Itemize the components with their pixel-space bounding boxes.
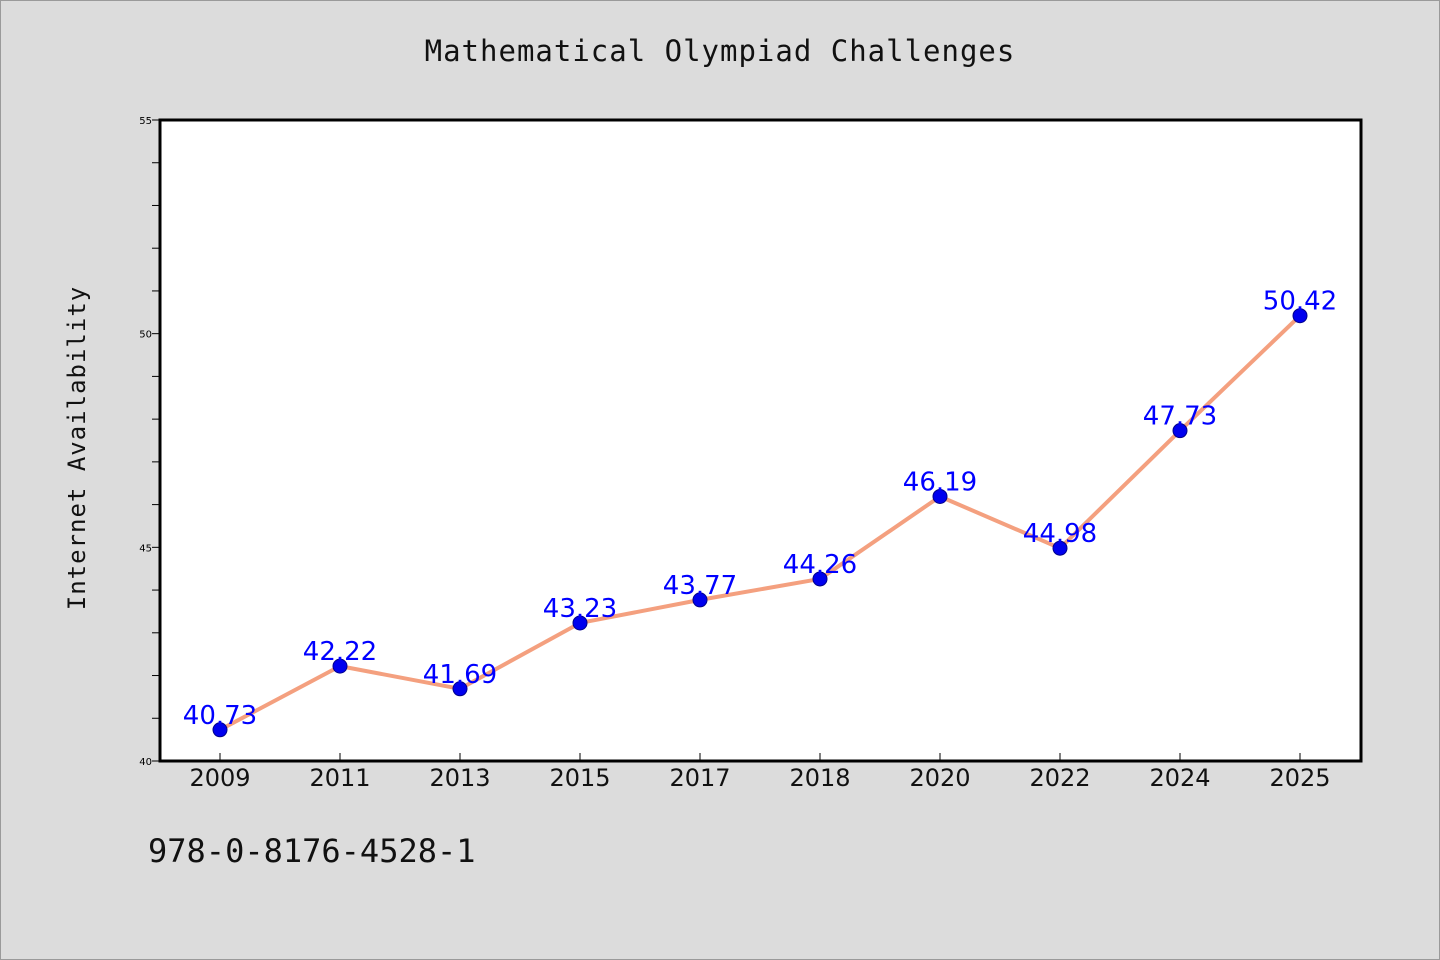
data-label: 42.22 xyxy=(303,637,377,667)
data-point xyxy=(212,722,228,738)
y-axis-ticks: 40 45 50 55 xyxy=(139,116,160,768)
data-point xyxy=(1172,423,1188,439)
data-label: 43.23 xyxy=(543,594,617,624)
data-label: 41.69 xyxy=(423,660,497,690)
x-tick-label: 2009 xyxy=(189,764,250,792)
x-tick-label: 2017 xyxy=(669,764,730,792)
chart-title: Mathematical Olympiad Challenges xyxy=(424,34,1016,68)
data-point xyxy=(812,571,828,587)
data-point xyxy=(932,488,948,504)
x-axis-ticks: 2009 2011 2013 2015 2017 2018 2020 2022 2024 2025 xyxy=(189,753,1331,792)
series-line xyxy=(219,314,1302,732)
y-tick-label: 45 xyxy=(139,543,152,554)
data-label: 44.26 xyxy=(783,550,857,580)
y-tick-label: 40 xyxy=(139,757,152,768)
x-tick-label: 2025 xyxy=(1269,764,1330,792)
data-point xyxy=(1052,540,1068,556)
plot-area xyxy=(158,118,1363,763)
data-labels: 40.73 42.22 41.69 43.23 43.77 44.26 46.19 44.98… xyxy=(183,287,1337,731)
data-point xyxy=(332,658,348,674)
y-tick-label: 55 xyxy=(139,116,152,127)
x-tick-label: 2024 xyxy=(1149,764,1210,792)
data-label: 43.77 xyxy=(663,571,737,601)
data-point xyxy=(1292,308,1308,324)
data-label: 50.42 xyxy=(1263,287,1337,317)
data-point xyxy=(452,681,468,697)
data-point xyxy=(692,592,708,608)
footer-code: 978-0-8176-4528-1 xyxy=(148,832,476,870)
x-tick-label: 2013 xyxy=(429,764,490,792)
data-label: 40.73 xyxy=(183,701,257,731)
data-label: 44.98 xyxy=(1023,519,1097,549)
series xyxy=(212,308,1308,738)
x-tick-label: 2015 xyxy=(549,764,610,792)
x-tick-label: 2020 xyxy=(909,764,970,792)
data-label: 46.19 xyxy=(903,467,977,497)
data-label: 47.73 xyxy=(1143,402,1217,432)
data-point xyxy=(572,615,588,631)
x-tick-label: 2011 xyxy=(309,764,370,792)
x-tick-label: 2022 xyxy=(1029,764,1090,792)
y-tick-label: 50 xyxy=(139,330,152,341)
x-tick-label: 2018 xyxy=(789,764,850,792)
